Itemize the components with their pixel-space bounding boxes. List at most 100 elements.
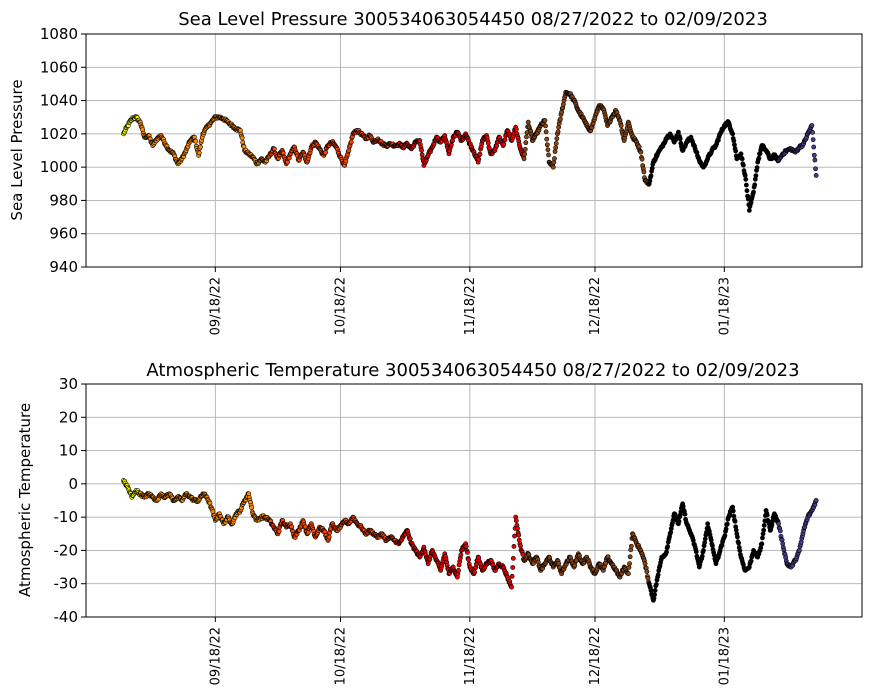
temperature-data-point [759,541,765,547]
pressure-ytick-label: 960 [49,225,78,243]
pressure-data-point [756,155,762,161]
temperature-data-point [652,588,658,593]
temperature-data-point [723,526,729,532]
pressure-data-point [544,136,550,142]
pressure-data-point [543,129,549,135]
pressure-chart-title: Sea Level Pressure 300534063054450 08/27… [178,9,768,30]
pressure-xtick-label: 11/18/22 [463,277,478,335]
pressure-data-point [553,141,559,146]
pressure-data-point [813,166,818,172]
pressure-data-point [812,157,818,163]
pressure-data-point [271,146,277,152]
pressure-data-point [522,147,528,152]
pressure-xtick-label: 09/18/22 [208,277,223,335]
temperature-data-point [813,498,819,503]
pressure-data-point [239,135,245,141]
pressure-ytick-label: 1080 [40,25,78,43]
temperature-ytick-label: -10 [54,508,79,526]
temperature-data-point [509,584,514,590]
temperature-data-point [509,573,515,579]
temperature-data-point [760,535,765,541]
temperature-xtick-label: 01/18/23 [717,627,732,685]
temperature-data-point [665,544,671,549]
pressure-data-point [553,145,559,151]
temperature-chart: Atmospheric Temperature 300534063054450 … [16,360,863,685]
temperature-data-point [407,536,413,542]
temperature-data-point [779,537,785,543]
pressure-data-point [731,138,737,144]
temperature-data-point [761,523,767,528]
pressure-plot-frame [85,33,863,268]
pressure-data-point [677,136,683,142]
pressure-xtick-label: 12/18/22 [588,277,603,335]
pressure-data-point [810,137,816,143]
temperature-data-point [724,521,730,527]
temperature-data-point [730,508,736,514]
temperature-data-point [731,513,737,519]
pressure-data-point [638,149,644,155]
temperature-data-point [722,533,728,539]
temperature-data-point [735,534,740,540]
pressure-ytick-label: 1020 [40,125,78,143]
pressure-data-point [730,131,736,137]
pressure-data-point [746,208,752,213]
pressure-data-point [348,139,354,145]
pressure-data-point [419,147,424,153]
pressure-data-point [543,123,548,129]
pressure-data-point [810,130,815,135]
temperature-data-point [642,561,648,567]
pressure-data-point [743,176,749,182]
pressure-data-point [501,141,507,147]
pressure-data-point [513,127,519,132]
temperature-ytick-label: -40 [54,608,79,626]
pressure-data-point [639,156,645,162]
temperature-data-point [626,565,632,570]
temperature-data-point [705,521,711,527]
temperature-data-point [276,528,282,534]
temperature-data-point [518,543,523,549]
temperature-xtick-label: 11/18/22 [463,627,478,685]
temperature-data-point [510,565,516,570]
pressure-data-point [196,150,202,156]
temperature-data-point [512,533,517,539]
temperature-ytick-label: 10 [59,442,78,460]
pressure-data-point [809,123,815,128]
temperature-ytick-label: -20 [54,541,79,559]
temperature-grid [86,384,862,617]
pressure-data-point [502,137,508,143]
temperature-data-point [777,528,783,534]
temperature-axes: -40 -30 -20 -10 0 10 20 30 09/18/22 10/18/22 11/18… [54,375,733,685]
pressure-data-point [649,165,655,171]
temperature-data-point [710,543,715,549]
temperature-data-point [693,549,699,555]
pressure-grid [86,34,862,267]
pressure-data-point [419,152,425,158]
pressure-data-point [323,150,328,155]
temperature-data-point [644,569,650,575]
temperature-ytick-label: -30 [54,575,79,593]
temperature-data-point [463,543,469,549]
pressure-data-point [752,182,758,188]
pressure-data-point [476,156,482,162]
temperature-data-point [520,552,526,557]
pressure-data-point [545,147,551,153]
pressure-data-point [525,119,531,125]
temperature-data-point [732,518,738,524]
pressure-data-point [546,152,551,158]
temperature-data-point [702,536,708,542]
temperature-data-point [516,532,522,538]
pressure-data-point [753,173,759,179]
temperature-data-point [652,592,657,598]
temperature-chart-title: Atmospheric Temperature 300534063054450 … [146,360,799,381]
pressure-data-point [417,138,423,143]
pressure-data-point [738,151,744,157]
temperature-data-point [207,500,213,506]
pressure-data-point [552,156,557,161]
temperature-xtick-label: 10/18/22 [333,627,348,685]
temperature-data-point [776,521,781,527]
temperature-data-point [653,582,659,587]
temperature-data-point [456,568,461,573]
pressure-data-point [743,182,749,188]
temperature-data-point [472,569,477,575]
temperature-data-point [680,503,686,509]
